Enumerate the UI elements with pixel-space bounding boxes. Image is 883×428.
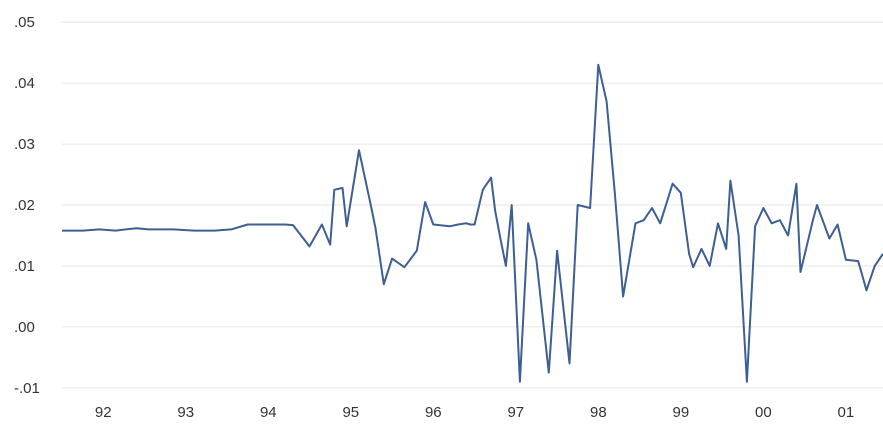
y-tick-label: .00 — [14, 319, 35, 336]
y-axis-tick-labels: .05 .04 .03 .02 .01 .00 -.01 — [14, 14, 40, 397]
x-tick-label: 94 — [260, 404, 277, 421]
y-tick-label: .05 — [14, 14, 35, 31]
x-tick-label: 99 — [673, 404, 690, 421]
y-tick-label: .02 — [14, 197, 35, 214]
x-tick-label: 95 — [342, 404, 359, 421]
gridlines — [62, 21, 883, 389]
x-tick-label: 01 — [838, 404, 855, 421]
y-tick-label: .03 — [14, 136, 35, 153]
x-tick-label: 96 — [425, 404, 442, 421]
x-tick-label: 92 — [95, 404, 112, 421]
x-tick-label: 98 — [590, 404, 607, 421]
x-tick-label: 00 — [755, 404, 772, 421]
x-axis-tick-labels: 92 93 94 95 96 97 98 99 00 01 — [95, 404, 854, 421]
y-tick-label: .01 — [14, 258, 35, 275]
y-tick-label: -.01 — [14, 380, 40, 397]
series-layer — [62, 63, 883, 383]
series-line — [62, 63, 883, 383]
x-tick-label: 93 — [177, 404, 194, 421]
x-tick-label: 97 — [507, 404, 524, 421]
y-tick-label: .04 — [14, 75, 35, 92]
